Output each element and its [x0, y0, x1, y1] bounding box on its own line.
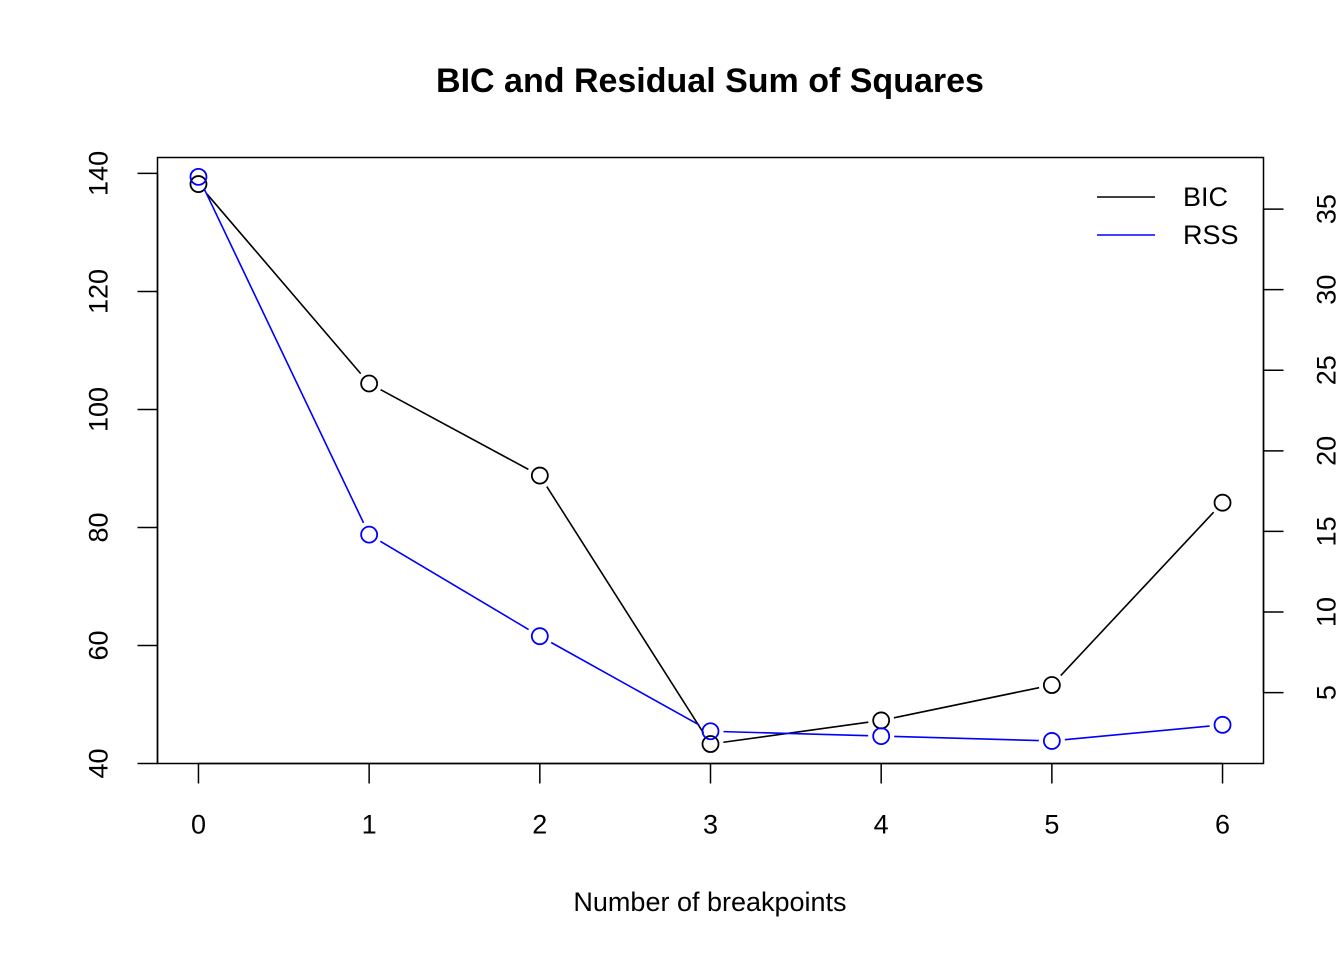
y2-tick-label: 30 [1312, 275, 1342, 305]
bic-point [701, 735, 720, 753]
bic-line-segment [1060, 511, 1215, 677]
bic-point [360, 374, 379, 393]
y-tick-label: 40 [84, 748, 114, 778]
x-tick-label: 3 [703, 810, 718, 840]
bic-line-segment [723, 721, 869, 744]
rss-line-segment [894, 735, 1039, 742]
bic-point [872, 711, 891, 730]
bic-point [1042, 676, 1061, 694]
rss-line-segment [723, 730, 869, 737]
rss-line-segment [379, 540, 530, 631]
y2-tick-label: 5 [1312, 685, 1342, 700]
x-tick-label: 0 [191, 810, 206, 840]
rss-line-segment [1064, 725, 1210, 741]
x-tick-label: 6 [1215, 810, 1230, 840]
y-axis-left: 40 60 80 100 120 140 [84, 151, 159, 779]
rss-point [1213, 715, 1232, 734]
y-tick-label: 120 [84, 269, 114, 314]
y-tick-label: 100 [84, 387, 114, 432]
y2-tick-label: 20 [1312, 436, 1342, 466]
y2-tick-label: 10 [1312, 597, 1342, 627]
rss-point [189, 167, 208, 186]
x-axis-title: Number of breakpoints [573, 887, 846, 917]
rss-line-segment [550, 641, 700, 726]
bic-point [530, 466, 549, 485]
rss-line-segment [203, 188, 365, 524]
y-tick-label: 80 [84, 512, 114, 542]
legend-bic-label: BIC [1183, 182, 1228, 212]
x-axis: 0 1 2 3 4 5 6 [191, 762, 1230, 840]
bic-line-segment [206, 193, 362, 375]
bic-point [189, 175, 208, 193]
legend: BIC RSS [1097, 182, 1239, 250]
x-tick-label: 4 [874, 810, 889, 840]
rss-point [360, 525, 379, 544]
series-layer [189, 167, 1232, 753]
rss-point [872, 727, 891, 746]
bic-point [1213, 493, 1232, 512]
rss-point [530, 627, 549, 646]
bic-line-segment [893, 686, 1040, 719]
y2-tick-label: 35 [1312, 194, 1342, 224]
legend-rss-label: RSS [1183, 220, 1239, 250]
x-tick-label: 1 [362, 810, 377, 840]
y-tick-label: 60 [84, 630, 114, 660]
y-tick-label: 140 [84, 151, 114, 196]
rss-point [1042, 732, 1061, 750]
bic-line-segment [546, 486, 705, 734]
y-axis-right: 5 10 15 20 25 30 35 [1262, 194, 1342, 700]
rss-point [701, 722, 720, 741]
plot-frame [156, 156, 1265, 765]
y2-tick-label: 25 [1312, 355, 1342, 385]
y2-tick-label: 15 [1312, 516, 1342, 546]
bic-line-segment [380, 388, 529, 471]
x-tick-label: 5 [1044, 810, 1059, 840]
chart-title: BIC and Residual Sum of Squares [436, 62, 984, 100]
x-tick-label: 2 [532, 810, 547, 840]
